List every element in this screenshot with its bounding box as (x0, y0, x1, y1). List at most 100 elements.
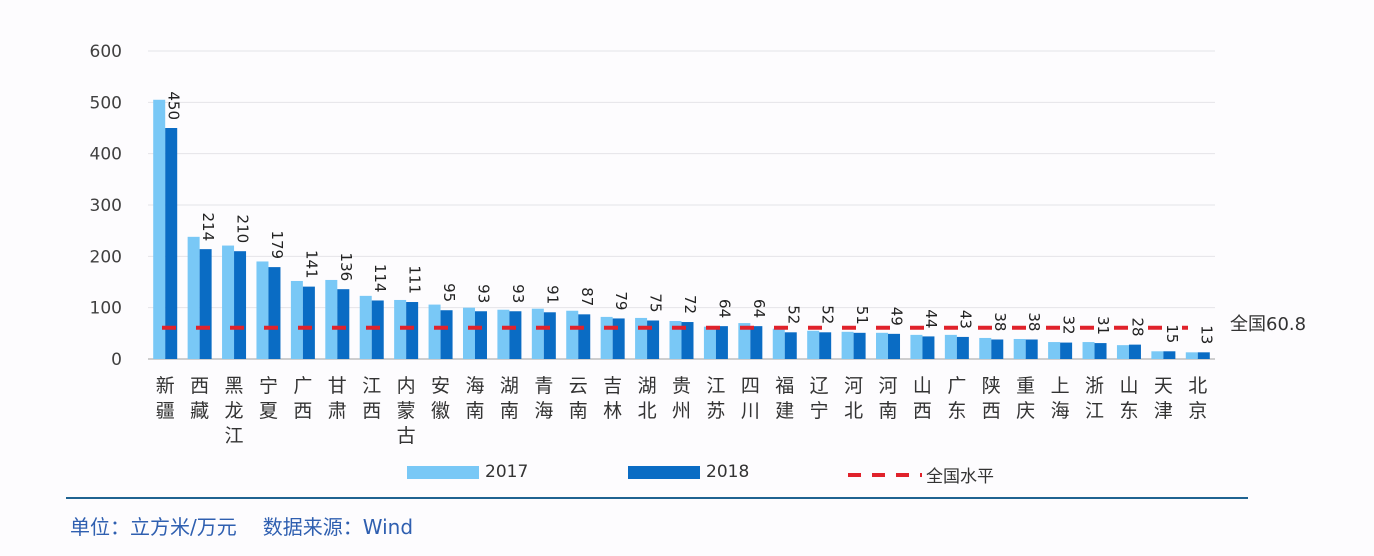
data-label: 43 (956, 310, 974, 329)
y-axis: 0 100 200 300 400 500 600 (90, 42, 122, 370)
data-label: 87 (578, 287, 596, 306)
data-label: 75 (647, 293, 665, 312)
bar-2017 (841, 331, 854, 359)
bar-2018 (784, 332, 797, 359)
category-label: 黑 (225, 375, 244, 397)
bar-2017 (531, 308, 544, 359)
bar-2018 (888, 333, 901, 359)
bar-2017 (290, 280, 303, 359)
data-label: 31 (1094, 316, 1112, 335)
data-label: 210 (234, 215, 252, 244)
category-label: 苏 (706, 400, 725, 422)
category-label: 宁 (259, 375, 278, 397)
data-label: 44 (922, 309, 940, 328)
bar-2018 (853, 332, 866, 359)
legend-swatch-2017 (407, 465, 479, 479)
category-label: 北 (844, 400, 863, 422)
bar-2018 (199, 249, 212, 359)
category-label: 南 (465, 400, 484, 422)
data-label: 52 (784, 305, 802, 324)
data-label: 52 (819, 305, 837, 324)
data-label: 91 (543, 285, 561, 304)
bar-2017 (566, 310, 579, 359)
bar-2017 (187, 236, 200, 359)
category-label: 津 (1154, 400, 1173, 422)
category-label: 江 (706, 375, 725, 397)
bar-2017 (979, 337, 992, 359)
x-axis: 新疆西藏黑龙江宁夏广西甘肃江西内蒙古安徽海南湖南青海云南吉林湖北贵州江苏四川福建… (156, 375, 1208, 447)
bar-2017 (1151, 351, 1164, 359)
bar-2017 (428, 304, 441, 359)
bar-2017 (462, 307, 475, 359)
category-label: 内 (397, 375, 416, 397)
data-label: 28 (1128, 318, 1146, 337)
category-label: 吉 (603, 375, 622, 397)
category-label: 蒙 (397, 400, 416, 422)
category-label: 四 (741, 375, 760, 397)
bar-2017 (1048, 342, 1061, 359)
category-label: 天 (1154, 375, 1173, 397)
y-tick-label: 300 (90, 196, 122, 216)
bar-2017 (944, 334, 957, 359)
bar-2018 (337, 289, 350, 359)
category-label: 江 (1085, 400, 1104, 422)
data-label: 111 (406, 265, 424, 294)
bar-2017 (153, 99, 166, 360)
bar-2017 (738, 323, 751, 359)
data-labels: 450 214 210 179 141 136 114 111 95 93 93 91 87 79 75 72… (165, 91, 1216, 344)
category-label: 重 (1016, 375, 1035, 397)
category-label: 上 (1051, 375, 1070, 397)
legend-item-2017: 2017 (407, 462, 528, 482)
category-label: 浙 (1085, 375, 1104, 397)
data-label: 79 (612, 291, 630, 310)
data-label: 93 (474, 284, 492, 303)
bar-2017 (600, 316, 613, 359)
category-label: 建 (775, 400, 794, 422)
data-label: 51 (853, 306, 871, 325)
legend: 2017 2018 全国水平 (0, 462, 1374, 487)
bar-2018 (922, 336, 935, 359)
legend-label-national: 全国水平 (926, 467, 994, 487)
category-label: 山 (1119, 375, 1138, 397)
legend-label-2017: 2017 (485, 462, 529, 482)
bar-2018 (612, 318, 625, 359)
bar-2017 (497, 309, 510, 359)
category-label: 青 (534, 375, 553, 397)
category-label: 河 (844, 375, 863, 397)
category-label: 西 (982, 400, 1001, 422)
data-label: 114 (371, 264, 389, 293)
category-label: 山 (913, 375, 932, 397)
data-label: 49 (888, 307, 906, 326)
data-label: 136 (337, 253, 355, 282)
bar-2018 (715, 326, 728, 359)
bar-2017 (222, 245, 235, 359)
bar-2017 (1013, 338, 1026, 359)
category-label: 京 (1188, 400, 1207, 422)
bar-2017 (772, 328, 785, 359)
unit-note: 单位：立方米/万元 (70, 515, 237, 539)
legend-swatch-2018 (628, 465, 700, 479)
y-tick-label: 600 (90, 42, 122, 62)
y-tick-label: 400 (90, 145, 122, 165)
category-label: 湖 (638, 375, 657, 397)
data-label: 93 (509, 284, 527, 303)
data-label: 38 (991, 312, 1009, 331)
bar-2018 (509, 311, 522, 359)
bar-2017 (1082, 342, 1095, 359)
data-label: 32 (1060, 315, 1078, 334)
data-label: 214 (199, 213, 217, 242)
legend-item-national: 全国水平 (848, 462, 994, 487)
bar-2017 (359, 295, 372, 359)
bar-2018 (1197, 352, 1210, 359)
bar-2017 (807, 330, 820, 359)
category-label: 辽 (810, 375, 829, 397)
bar-2018 (543, 312, 556, 359)
footer: 单位：立方米/万元 数据来源：Wind (70, 511, 439, 540)
footer-divider (66, 497, 1248, 499)
category-label: 甘 (328, 375, 347, 397)
bar-2018 (406, 302, 419, 359)
data-label: 95 (440, 283, 458, 302)
bar-2018 (1128, 344, 1141, 359)
legend-item-2018: 2018 (628, 462, 749, 482)
category-label: 海 (534, 400, 553, 422)
